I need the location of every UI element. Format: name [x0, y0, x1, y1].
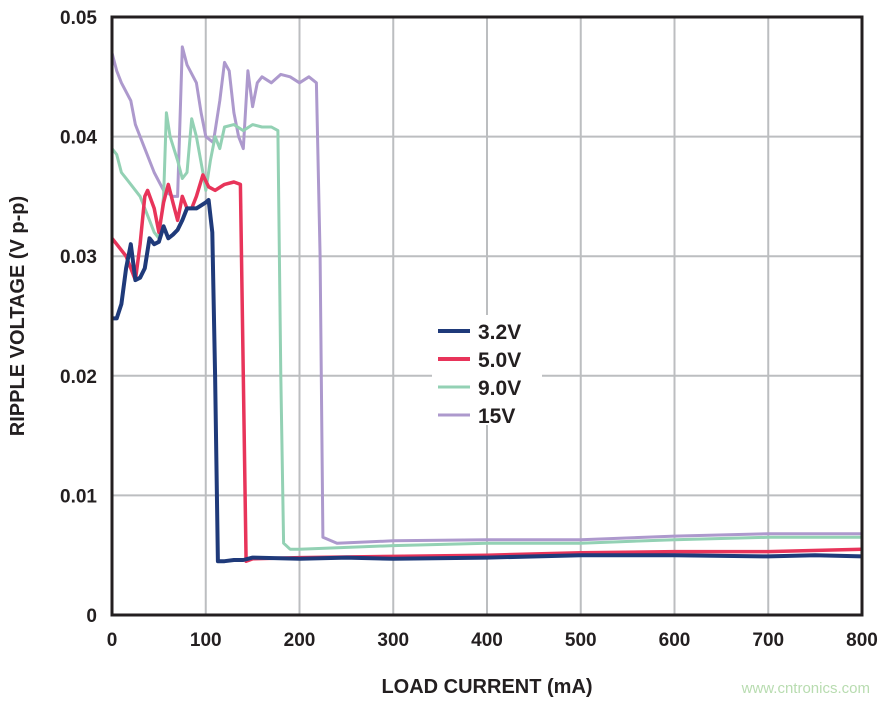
- x-tick-label: 0: [107, 630, 118, 651]
- x-tick-label: 400: [471, 630, 503, 651]
- y-tick-label: 0.05: [60, 8, 97, 29]
- x-tick-label: 800: [846, 630, 878, 651]
- x-tick-label: 100: [190, 630, 222, 651]
- y-tick-label: 0: [86, 606, 97, 627]
- watermark: www.cntronics.com: [741, 680, 870, 697]
- x-tick-label: 600: [659, 630, 691, 651]
- legend-label: 3.2V: [478, 321, 521, 344]
- y-tick-label: 0.03: [60, 247, 97, 268]
- x-tick-label: 700: [752, 630, 784, 651]
- series-line-15V: [110, 45, 862, 545]
- x-tick-label: 200: [284, 630, 316, 651]
- x-tick-label: 300: [377, 630, 409, 651]
- series-lines: [110, 45, 863, 564]
- y-tick-labels: 0 0.01 0.02 0.03 0.04 0.05: [60, 8, 97, 627]
- legend: 3.2V 5.0V 9.0V 15V: [432, 315, 542, 428]
- x-tick-label: 500: [565, 630, 597, 651]
- series-line-3.2V: [112, 198, 863, 564]
- series-line-9.0V: [110, 111, 862, 551]
- legend-background: [432, 315, 542, 425]
- x-axis-label: LOAD CURRENT (mA): [381, 676, 592, 698]
- x-tick-labels: 0 100 200 300 400 500 600 700 800: [107, 630, 878, 651]
- legend-label: 5.0V: [478, 349, 521, 372]
- legend-label: 9.0V: [478, 377, 521, 400]
- y-axis-label: RIPPLE VOLTAGE (V p-p): [7, 196, 29, 436]
- legend-label: 15V: [478, 405, 515, 428]
- y-tick-label: 0.01: [60, 486, 97, 507]
- y-tick-label: 0.04: [60, 128, 97, 149]
- y-tick-label: 0.02: [60, 367, 97, 388]
- plot-frame: [110, 15, 864, 617]
